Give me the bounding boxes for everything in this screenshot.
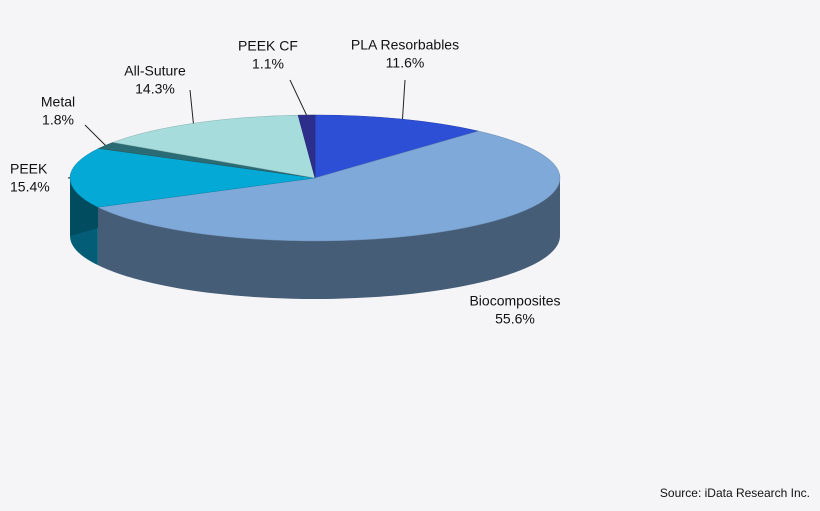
value-label: 15.4% [10, 179, 50, 195]
slice-label: Biocomposites [469, 293, 560, 309]
value-label: 14.3% [135, 81, 175, 97]
slice-label: PLA Resorbables [351, 37, 459, 53]
leader-line [189, 89, 194, 124]
slice [97, 130, 561, 242]
value-label: 11.6% [386, 55, 425, 71]
slice-side [97, 178, 560, 299]
value-label: 55.6% [495, 311, 535, 327]
value-label: 1.1% [252, 56, 284, 72]
source-note: Source: iData Research Inc. [660, 486, 810, 500]
leader-line [84, 124, 106, 146]
slice-label: PEEK CF [238, 38, 298, 54]
value-label: 1.8% [42, 112, 74, 128]
leader-line [289, 79, 307, 116]
slice-label: Metal [41, 94, 75, 110]
slice-label: PEEK [10, 161, 48, 177]
slice [112, 114, 316, 179]
slice [69, 148, 316, 208]
slice-label: All-Suture [124, 63, 186, 79]
leader-line [401, 79, 406, 120]
